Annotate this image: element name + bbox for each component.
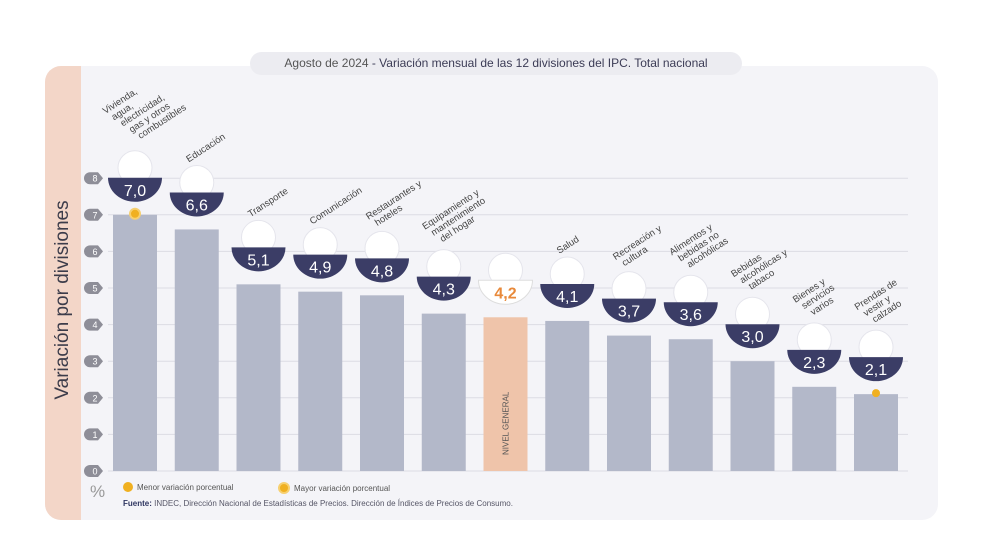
bar xyxy=(174,229,219,471)
title-date: Agosto de 2024 xyxy=(284,56,369,70)
legend-min: Menor variación porcentual xyxy=(123,482,234,492)
min-marker xyxy=(872,389,880,398)
unit-label: % xyxy=(90,482,106,501)
chart-title: Agosto de 2024 - Variación mensual de la… xyxy=(250,52,742,75)
y-tick-label: 5 xyxy=(92,284,97,294)
category-label: Alimentos ybebidas noalcohólicas xyxy=(668,219,731,275)
max-marker xyxy=(129,207,141,220)
value-badge xyxy=(477,279,534,305)
source-text: INDEC, Dirección Nacional de Estadística… xyxy=(151,499,513,508)
category-label: Equipamiento ymantenimientodel hogar xyxy=(421,187,493,249)
y-tick-label: 2 xyxy=(92,393,97,403)
bar xyxy=(545,320,590,471)
y-tick-label: 7 xyxy=(92,210,97,220)
y-tick-marker xyxy=(84,428,103,441)
value-badge xyxy=(787,349,842,374)
bar xyxy=(236,284,281,471)
y-tick-marker xyxy=(84,282,103,294)
bar xyxy=(854,394,898,471)
legend-max-label: Mayor variación porcentual xyxy=(294,483,391,493)
value-label: 3,0 xyxy=(741,329,763,346)
y-tick-label: 8 xyxy=(92,174,97,184)
value-label: 4,1 xyxy=(556,289,578,306)
legend-min-label: Menor variación porcentual xyxy=(137,482,234,492)
value-badge xyxy=(293,254,348,279)
y-tick-label: 4 xyxy=(92,320,97,330)
category-label: Salud xyxy=(555,234,581,256)
y-tick-marker xyxy=(84,465,103,477)
category-label: Vivienda,agua,electricidad,gas y otrosco… xyxy=(101,68,189,150)
y-tick-marker xyxy=(84,208,103,221)
value-label: 2,1 xyxy=(865,362,887,379)
category-label: Prendas devestir ycalzado xyxy=(853,277,911,329)
y-tick-label: 6 xyxy=(92,247,97,257)
y-tick-label: 0 xyxy=(92,467,97,477)
y-tick-marker xyxy=(84,355,103,368)
bar xyxy=(421,313,466,471)
legend-max: Mayor variación porcentual xyxy=(278,482,390,494)
category-label: Recreación ycultura xyxy=(611,223,669,271)
y-tick-marker xyxy=(84,172,103,185)
value-label: 4,8 xyxy=(371,263,393,280)
value-label: 4,2 xyxy=(494,285,516,302)
source-note: Fuente: INDEC, Dirección Nacional de Est… xyxy=(123,499,513,508)
value-label: 5,1 xyxy=(247,252,269,269)
y-tick-marker xyxy=(84,245,103,258)
value-label: 4,3 xyxy=(433,282,455,299)
category-label: Educación xyxy=(184,132,227,165)
side-band xyxy=(45,66,81,520)
bar xyxy=(483,317,528,471)
category-label: Bienes yserviciosvarios xyxy=(791,274,842,322)
bar xyxy=(113,214,157,472)
value-label: 6,6 xyxy=(186,197,208,214)
bar xyxy=(298,291,343,471)
y-tick-marker xyxy=(84,318,103,331)
value-badge xyxy=(416,276,471,301)
source-label: Fuente: xyxy=(123,499,152,508)
legend-max-dot xyxy=(278,482,290,494)
legend-min-dot xyxy=(123,482,133,492)
value-label: 3,6 xyxy=(680,307,702,324)
category-label: Comunicación xyxy=(308,185,364,227)
value-badge xyxy=(540,283,595,308)
y-tick-label: 1 xyxy=(92,430,97,440)
value-badge xyxy=(231,247,286,272)
bar xyxy=(668,339,713,471)
bar xyxy=(730,361,775,471)
value-label: 7,0 xyxy=(124,183,146,200)
y-tick-marker xyxy=(84,391,103,404)
bar-inline-label: NIVEL GENERAL xyxy=(502,391,511,455)
bar xyxy=(792,386,837,471)
value-badge xyxy=(108,177,162,202)
value-badge xyxy=(169,192,224,217)
title-text: - Variación mensual de las 12 divisiones… xyxy=(368,56,708,70)
bar xyxy=(360,295,404,471)
y-tick-label: 3 xyxy=(92,357,97,367)
value-badge xyxy=(355,258,409,283)
value-badge xyxy=(849,357,903,382)
value-badge xyxy=(602,298,656,323)
value-label: 2,3 xyxy=(803,355,825,372)
value-badge xyxy=(663,302,718,327)
value-badge xyxy=(725,324,780,349)
bar xyxy=(607,335,651,471)
value-label: 3,7 xyxy=(618,304,640,321)
value-label: 4,9 xyxy=(309,260,331,277)
